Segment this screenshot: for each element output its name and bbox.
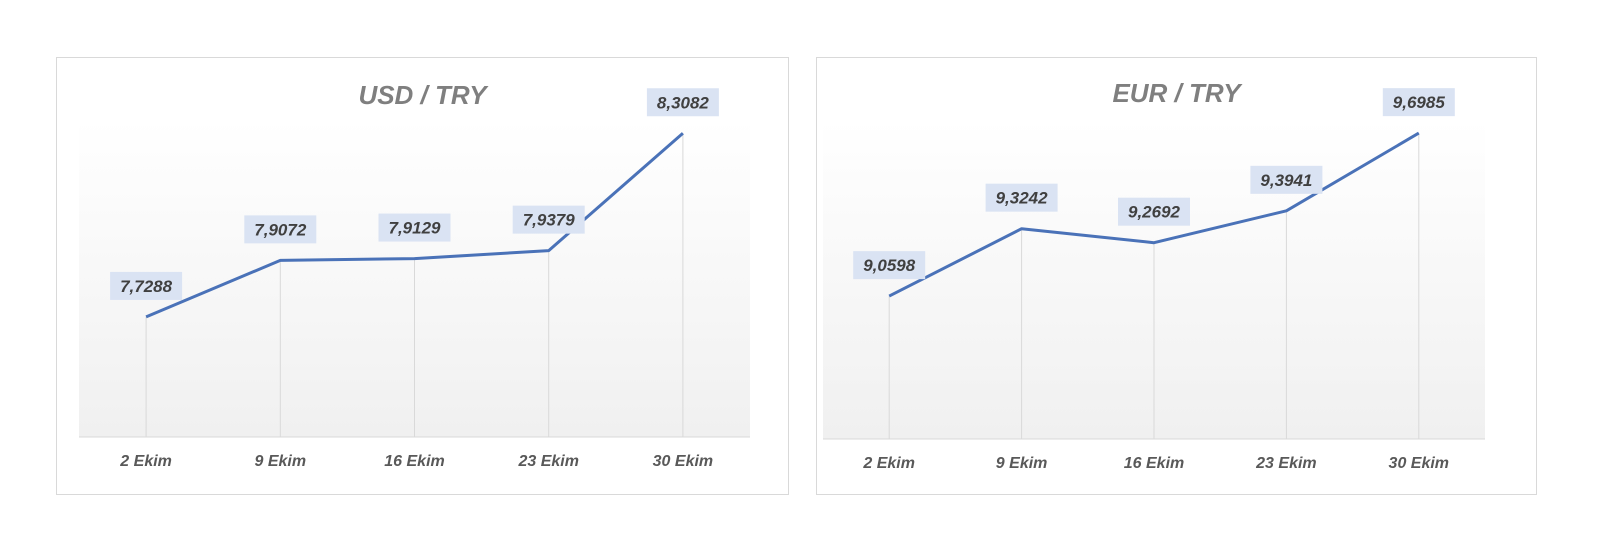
- data-label: 9,3941: [1250, 165, 1323, 194]
- data-label-text: 7,9129: [389, 219, 442, 238]
- x-tick-label: 9 Ekim: [996, 455, 1048, 472]
- x-tick-label: 30 Ekim: [1389, 455, 1449, 472]
- data-label: 9,6985: [1382, 88, 1455, 117]
- x-tick-label: 23 Ekim: [517, 453, 578, 470]
- usd-try-chart: USD / TRY 7,7288 7,9072 7,9129 7,9379 8,3082…: [56, 57, 789, 495]
- data-label-bg: [853, 251, 926, 280]
- data-label: 7,7288: [110, 271, 183, 300]
- series-line: [145, 132, 684, 319]
- series-line: [888, 131, 1420, 298]
- data-label: 8,3082: [646, 88, 719, 117]
- x-tick-label: 23 Ekim: [1255, 455, 1316, 472]
- x-tick-label: 9 Ekim: [255, 453, 307, 470]
- data-label-bg: [985, 183, 1058, 212]
- x-tick-label: 16 Ekim: [1124, 455, 1184, 472]
- data-label: 9,3242: [985, 183, 1058, 212]
- data-label-text: 7,9379: [523, 211, 576, 230]
- data-label-text: 8,3082: [657, 93, 710, 112]
- eur-try-plot: 9,0598 9,3242 9,2692 9,3941 9,6985 2 Ekim 9 Ek…: [823, 88, 1485, 472]
- data-label-bg: [110, 271, 183, 300]
- data-label: 7,9072: [244, 215, 317, 244]
- data-label-text: 9,3242: [996, 189, 1049, 208]
- data-label-text: 7,7288: [120, 277, 173, 296]
- x-tick-label: 2 Ekim: [862, 455, 915, 472]
- data-label-bg: [512, 205, 585, 234]
- x-tick-label: 2 Ekim: [119, 453, 172, 470]
- data-label-text: 9,3941: [1260, 171, 1312, 190]
- data-label-bg: [1118, 197, 1190, 226]
- data-label: 7,9379: [512, 205, 585, 234]
- chart-title: USD / TRY: [358, 80, 487, 110]
- data-label-text: 9,6985: [1393, 93, 1446, 112]
- data-label-bg: [1382, 88, 1455, 117]
- data-label-bg: [378, 213, 451, 242]
- data-label: 9,0598: [853, 251, 926, 280]
- x-tick-label: 30 Ekim: [653, 453, 713, 470]
- x-tick-label: 16 Ekim: [384, 453, 444, 470]
- data-label-text: 9,2692: [1128, 203, 1181, 222]
- data-label-text: 9,0598: [863, 256, 916, 275]
- chart-title: EUR / TRY: [1112, 78, 1241, 108]
- data-label: 7,9129: [378, 213, 451, 242]
- data-label-text: 7,9072: [254, 220, 307, 239]
- data-label-bg: [646, 88, 719, 117]
- data-label-bg: [1250, 165, 1323, 194]
- data-label: 9,2692: [1118, 197, 1190, 226]
- eur-try-chart: EUR / TRY 9,0598 9,3242 9,2692 9,3941 9,6985…: [816, 57, 1537, 495]
- usd-try-plot: 7,7288 7,9072 7,9129 7,9379 8,3082 2 Ekim 9 Ek…: [79, 88, 750, 470]
- data-label-bg: [244, 215, 317, 244]
